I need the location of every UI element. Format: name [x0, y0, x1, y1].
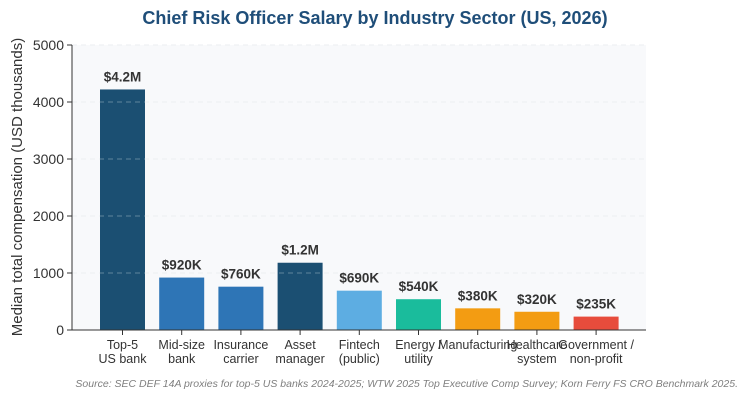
- bar: [218, 286, 264, 330]
- x-tick-label: Insurance: [213, 338, 268, 352]
- data-label: $320K: [517, 292, 557, 307]
- y-tick-label: 4000: [33, 94, 64, 110]
- data-label: $920K: [162, 258, 202, 273]
- x-tick-label: Mid-size: [158, 338, 205, 352]
- x-tick-label: Top-5: [107, 338, 138, 352]
- data-label: $540K: [399, 279, 439, 294]
- x-tick-label: non-profit: [570, 352, 623, 366]
- y-ticks: 0 1000 2000 3000 4000 5000: [33, 37, 72, 338]
- data-label: $235K: [576, 297, 616, 312]
- x-tick-label: utility: [404, 352, 433, 366]
- data-labels: $4.2M $920K $760K $1.2M $690K $540K $380K $320K…: [104, 69, 616, 311]
- bar: [573, 316, 619, 330]
- x-tick-label: carrier: [223, 352, 258, 366]
- bar: [455, 308, 501, 330]
- data-label: $690K: [339, 271, 379, 286]
- bar: [277, 262, 323, 330]
- x-tick-label: Energy /: [395, 338, 442, 352]
- data-label: $1.2M: [281, 243, 319, 258]
- x-tick-label: system: [517, 352, 557, 366]
- y-tick-label: 1000: [33, 265, 64, 281]
- bar: [336, 290, 382, 330]
- bar-grid-overlay: [72, 44, 646, 274]
- y-tick-label: 5000: [33, 37, 64, 53]
- x-tick-label: US bank: [99, 352, 148, 366]
- y-axis-label: Median total compensation (USD thousands…: [9, 38, 26, 337]
- bar: [514, 311, 560, 330]
- bar: [396, 299, 441, 330]
- bar: [100, 89, 145, 331]
- data-label: $380K: [458, 288, 498, 303]
- data-label: $760K: [221, 267, 261, 282]
- chart-title: Chief Risk Officer Salary by Industry Se…: [142, 8, 607, 28]
- x-tick-label: Government /: [558, 338, 634, 352]
- x-tick-label: manager: [275, 352, 324, 366]
- y-tick-label: 2000: [33, 208, 64, 224]
- x-tick-label: Fintech: [339, 338, 380, 352]
- y-tick-label: 0: [56, 322, 64, 338]
- bars: [100, 89, 619, 331]
- source-note: Source: SEC DEF 14A proxies for top-5 US…: [75, 378, 738, 390]
- x-tick-label: Asset: [284, 338, 316, 352]
- data-label: $4.2M: [104, 69, 142, 84]
- plot-area: [72, 45, 646, 330]
- bar: [159, 277, 205, 330]
- grid-lines: [72, 44, 646, 274]
- x-tick-label: (public): [339, 352, 380, 366]
- x-tick-label: Manufacturing: [438, 338, 517, 352]
- x-tick-label: Healthcare: [507, 338, 567, 352]
- y-tick-label: 3000: [33, 151, 64, 167]
- x-tick-label: bank: [168, 352, 196, 366]
